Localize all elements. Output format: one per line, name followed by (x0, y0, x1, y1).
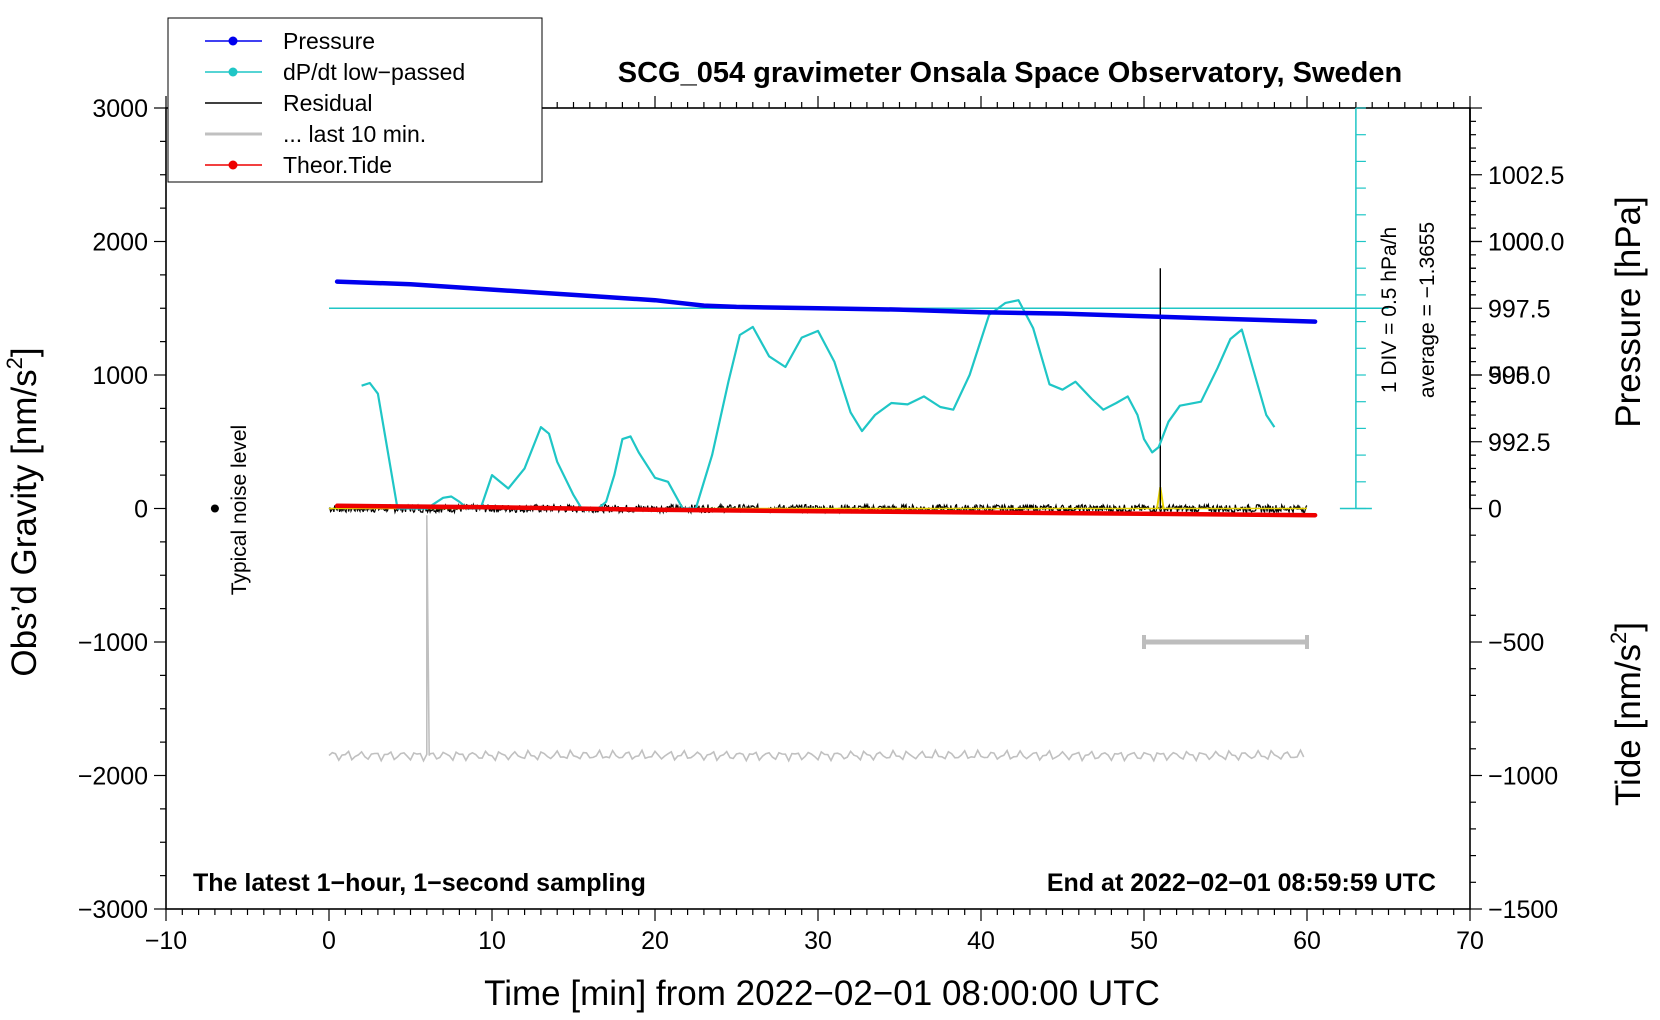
tide-tick-label: 500 (1488, 362, 1530, 390)
tide-tick-label: −1000 (1488, 763, 1558, 791)
legend-label: Theor.Tide (283, 152, 392, 178)
y-axis-tide-label: Tide [nm/s2] (1606, 622, 1648, 806)
x-axis-label: Time [min] from 2022−02−01 08:00:00 UTC (484, 974, 1160, 1013)
y-tick-label: −2000 (78, 763, 148, 791)
y-axis-tide-label-main: Tide [nm/s (1609, 644, 1648, 806)
legend-marker (228, 160, 238, 170)
tide-tick-label: 0 (1488, 496, 1502, 524)
pressure-line (334, 279, 1318, 324)
tide-tick-label: −1500 (1488, 896, 1558, 924)
y-tick-label: 3000 (92, 95, 148, 123)
series-layer (210, 268, 1389, 763)
x-tick-label: −10 (145, 927, 187, 955)
y-axis-pressure-label: Pressure [hPa] (1609, 196, 1648, 428)
x-tick-label: 60 (1293, 927, 1321, 955)
tide-tick-label: 1000 (1488, 229, 1544, 257)
x-tick-label: 40 (967, 927, 995, 955)
chart-title: SCG_054 gravimeter Onsala Space Observat… (618, 57, 1402, 89)
pressure-tick-label: 997.5 (1488, 295, 1551, 323)
y-axis-tide-label-end: ] (1609, 622, 1648, 632)
axes-layer: −10 0 10 20 30 40 50 60 70 3000 2000 1000 0 −1000 −200… (78, 95, 1565, 955)
x-tick-label: 30 (804, 927, 832, 955)
legend-marker (228, 36, 238, 46)
noise-marker (210, 504, 219, 513)
dpdt-line (361, 299, 1276, 510)
y-tick-label: −1000 (78, 629, 148, 657)
x-tick-label: 20 (641, 927, 669, 955)
legend-items: Pressure dP/dt low−passed Residual ... last… (205, 28, 465, 178)
x-tick-label: 50 (1130, 927, 1158, 955)
sampling-note: The latest 1−hour, 1−second sampling (193, 869, 646, 897)
div-scale-label: 1 DIV = 0.5 hPa/h (1378, 227, 1401, 393)
x-tick-label: 10 (478, 927, 506, 955)
legend-marker (228, 67, 238, 77)
x-tick-label: 70 (1456, 927, 1484, 955)
pressure-tick-label: 1000.0 (1488, 229, 1564, 257)
legend-label: Residual (283, 90, 373, 116)
end-time-note: End at 2022−02−01 08:59:59 UTC (1047, 869, 1436, 897)
y-tick-label: 2000 (92, 229, 148, 257)
y-tick-label: 1000 (92, 362, 148, 390)
x-tick-label: 0 (322, 927, 336, 955)
legend-label: ... last 10 min. (283, 121, 426, 147)
tide-tick-label: −500 (1488, 629, 1544, 657)
last-10-min-line (328, 515, 1305, 763)
pressure-tick-label: 1002.5 (1488, 162, 1564, 190)
y-axis-left-label-end: ] (5, 347, 44, 357)
legend-box (167, 17, 543, 183)
legend-label: dP/dt low−passed (283, 59, 465, 85)
pressure-tick-label: 995.0 (1488, 362, 1551, 390)
y-axis-tide-label-sup: 2 (1606, 632, 1631, 644)
y-axis-left-label-sup: 2 (2, 357, 27, 369)
noise-level-label: Typical noise level (228, 425, 251, 595)
y-axis-left-label-main: Obs’d Gravity [nm/s (5, 369, 44, 676)
legend-label: Pressure (283, 28, 375, 54)
y-tick-label: 0 (134, 496, 148, 524)
y-axis-left-label: Obs’d Gravity [nm/s2] (2, 347, 44, 676)
theor-tide-line (334, 503, 1318, 518)
pressure-tick-label: 992.5 (1488, 429, 1551, 457)
legend: Pressure dP/dt low−passed Residual ... last… (167, 17, 543, 183)
y-tick-label: −3000 (78, 896, 148, 924)
average-label: average = −1.3655 (1416, 222, 1439, 398)
